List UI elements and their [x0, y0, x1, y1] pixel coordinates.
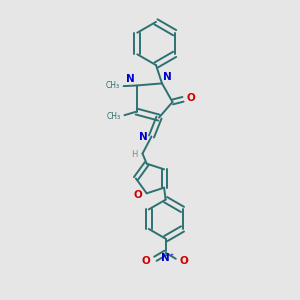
Text: O: O: [134, 190, 142, 200]
Text: N: N: [164, 72, 172, 82]
Text: N: N: [139, 131, 147, 142]
Text: CH₃: CH₃: [106, 81, 120, 90]
Text: CH₃: CH₃: [107, 112, 121, 121]
Text: O: O: [180, 256, 188, 266]
Text: H: H: [131, 150, 137, 159]
Text: ⁻: ⁻: [185, 257, 189, 266]
Text: O: O: [142, 256, 151, 266]
Text: N: N: [126, 74, 135, 84]
Text: O: O: [187, 93, 195, 103]
Text: ⁺: ⁺: [169, 253, 173, 262]
Text: N: N: [161, 254, 170, 263]
